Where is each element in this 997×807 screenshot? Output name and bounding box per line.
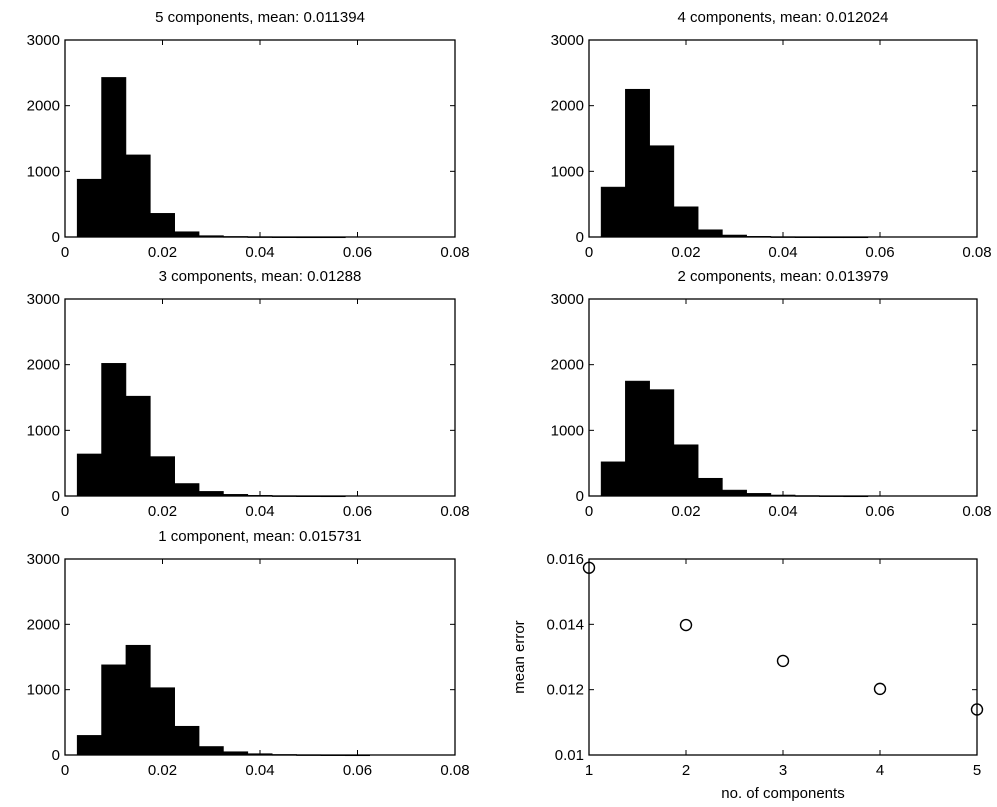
x-tick-label: 0.02: [148, 503, 177, 520]
x-tick-label: 0.02: [671, 244, 700, 261]
y-tick-label: 3000: [551, 291, 584, 308]
x-tick-label: 0.02: [148, 244, 177, 261]
x-tick-label: 0.02: [148, 762, 177, 779]
x-tick-label: 2: [682, 762, 690, 779]
y-tick-label: 0: [52, 229, 60, 246]
x-tick-label: 0: [585, 244, 593, 261]
chart-5: 0 0.02 0.04 0.06 0.08 0 1000 2000 3000 1 componen…: [27, 528, 470, 779]
x-tick-label: 0.02: [671, 503, 700, 520]
histogram-bar: [600, 461, 626, 497]
histogram-bar: [76, 178, 102, 238]
y-tick-label: 3000: [27, 291, 60, 308]
x-tick-label: 0.06: [343, 503, 372, 520]
y-tick-label: 2000: [27, 98, 60, 115]
x-tick-label: 0: [61, 244, 69, 261]
x-axis-label: no. of components: [721, 785, 844, 802]
chart-3: 0 0.02 0.04 0.06 0.08 0 1000 2000 3000 3 componen…: [27, 268, 470, 520]
y-tick-label: 0: [52, 747, 60, 764]
y-tick-label: 0.01: [555, 747, 584, 764]
y-tick-label: 2000: [551, 357, 584, 374]
histogram-bar: [101, 664, 127, 756]
y-tick-label: 3000: [551, 32, 584, 49]
histogram-bar: [101, 77, 127, 238]
histogram-bar: [625, 88, 650, 238]
y-tick-label: 1000: [27, 422, 60, 439]
chart-title: 1 component, mean: 0.015731: [158, 528, 361, 545]
y-tick-label: 0.014: [546, 616, 584, 633]
x-tick-label: 0.08: [440, 244, 469, 261]
x-tick-label: 0.04: [245, 244, 274, 261]
y-tick-label: 1000: [551, 163, 584, 180]
y-tick-label: 2000: [27, 616, 60, 633]
histogram-bar: [101, 363, 127, 497]
x-tick-label: 0.08: [440, 762, 469, 779]
histogram-bar: [625, 380, 650, 497]
histogram-bar: [673, 444, 699, 497]
histogram-bar: [125, 644, 151, 756]
chart-6: 1 2 3 4 5 0.01 0.012 0.014 0.016 no. of component…: [511, 551, 984, 802]
histogram-bar: [697, 477, 723, 497]
axes-frame: [588, 558, 978, 756]
histogram-bar: [198, 491, 224, 497]
y-tick-label: 1000: [27, 163, 60, 180]
x-tick-label: 0.06: [865, 244, 894, 261]
y-tick-label: 0: [576, 488, 584, 505]
x-tick-label: 0.04: [245, 762, 274, 779]
chart-1: 0 0.02 0.04 0.06 0.08 0 1000 2000 3000 5 componen…: [27, 9, 470, 261]
y-tick-label: 2000: [551, 98, 584, 115]
x-tick-label: 0.04: [768, 244, 797, 261]
chart-title: 5 components, mean: 0.011394: [155, 9, 365, 26]
y-tick-label: 3000: [27, 32, 60, 49]
histogram-bar: [722, 489, 747, 497]
chart-4: 0 0.02 0.04 0.06 0.08 0 1000 2000 3000 2 componen…: [551, 268, 992, 520]
histogram-bar: [697, 229, 723, 238]
x-tick-label: 0.06: [343, 762, 372, 779]
chart-title: 2 components, mean: 0.013979: [678, 268, 889, 285]
x-tick-label: 0.08: [962, 503, 991, 520]
histogram-bar: [150, 456, 175, 497]
chart-title: 4 components, mean: 0.012024: [678, 9, 889, 26]
x-tick-label: 0.06: [865, 503, 894, 520]
histogram-bar: [150, 687, 175, 756]
x-tick-label: 0: [585, 503, 593, 520]
histogram-bar: [198, 746, 224, 756]
histogram-bar: [76, 735, 102, 756]
histogram-bar: [125, 154, 151, 238]
y-tick-label: 3000: [27, 551, 60, 568]
histogram-bar: [649, 389, 675, 497]
y-axis-label: mean error: [511, 620, 528, 693]
scatter-point: [679, 618, 693, 632]
x-tick-label: 0.04: [245, 503, 274, 520]
histogram-bar: [76, 453, 102, 497]
y-tick-label: 0: [576, 229, 584, 246]
histogram-bar: [174, 725, 200, 756]
chart-title: 3 components, mean: 0.01288: [159, 268, 362, 285]
y-tick-label: 2000: [27, 357, 60, 374]
y-tick-label: 1000: [551, 422, 584, 439]
histogram-bar: [649, 145, 675, 238]
x-tick-label: 0.08: [962, 244, 991, 261]
scatter-point: [776, 654, 790, 668]
x-tick-label: 0: [61, 762, 69, 779]
x-tick-label: 0: [61, 503, 69, 520]
x-tick-label: 4: [876, 762, 884, 779]
y-tick-label: 0.012: [546, 682, 584, 699]
scatter-point: [873, 682, 887, 696]
x-tick-label: 0.06: [343, 244, 372, 261]
y-tick-label: 1000: [27, 682, 60, 699]
x-tick-label: 1: [585, 762, 593, 779]
x-tick-label: 5: [973, 762, 981, 779]
histogram-bar: [125, 395, 151, 497]
histogram-bar: [600, 186, 626, 238]
x-tick-label: 0.08: [440, 503, 469, 520]
histogram-bar: [174, 483, 200, 497]
x-tick-label: 3: [779, 762, 787, 779]
y-tick-label: 0: [52, 488, 60, 505]
x-tick-label: 0.04: [768, 503, 797, 520]
y-tick-label: 0.016: [546, 551, 584, 568]
chart-2: 0 0.02 0.04 0.06 0.08 0 1000 2000 3000 4 componen…: [551, 9, 992, 261]
histogram-bar: [174, 231, 200, 238]
